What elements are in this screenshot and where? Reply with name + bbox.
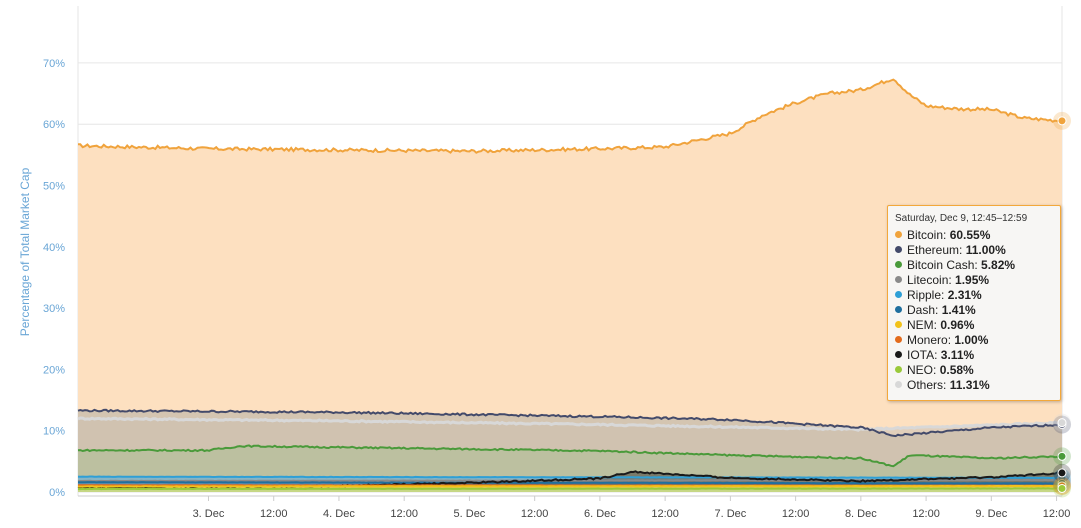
y-tick-label: 10% xyxy=(43,426,65,438)
hover-point-others[interactable] xyxy=(1057,418,1067,428)
tooltip-series-name: Bitcoin Cash xyxy=(907,258,975,272)
y-tick-label: 60% xyxy=(43,119,65,131)
tooltip-series-value: 3.11% xyxy=(940,348,975,362)
legend-dot-icon xyxy=(895,246,902,253)
tooltip-series-value: 11.31% xyxy=(949,378,990,392)
tooltip-series-name: Others xyxy=(907,378,944,392)
tooltip-row-bitcoin: Bitcoin: 60.55% xyxy=(895,228,1054,243)
tooltip-series-value: 1.41% xyxy=(941,303,976,317)
tooltip-series-name: IOTA xyxy=(907,348,935,362)
x-tick-label: 8. Dec xyxy=(845,508,877,520)
hover-point-iota[interactable] xyxy=(1057,468,1067,478)
legend-dot-icon xyxy=(895,336,902,343)
tooltip-series-value: 60.55% xyxy=(949,228,991,242)
tooltip-series-name: NEO xyxy=(907,363,934,377)
y-tick-label: 30% xyxy=(43,303,65,315)
tooltip-series-value: 1.00% xyxy=(954,333,989,347)
hover-markers xyxy=(1053,111,1071,498)
tooltip-series-value: 11.00% xyxy=(965,243,1006,257)
tooltip: Saturday, Dec 9, 12:45–12:59 Bitcoin: 60… xyxy=(887,205,1061,401)
x-tick-label: 12:00 xyxy=(390,508,418,520)
x-tick-label: 5. Dec xyxy=(454,508,486,520)
tooltip-row-neo: NEO: 0.58% xyxy=(895,363,1054,378)
tooltip-series-name: Ripple xyxy=(907,288,942,302)
x-tick-label: 9. Dec xyxy=(975,508,1007,520)
series-lines xyxy=(77,78,1063,491)
x-tick-label: 7. Dec xyxy=(714,508,746,520)
tooltip-title: Saturday, Dec 9, 12:45–12:59 xyxy=(895,213,1028,224)
legend-dot-icon xyxy=(895,381,902,388)
x-tick-label: 12:00 xyxy=(521,508,549,520)
x-axis-ticks: 3. Dec 12:00 4. Dec 12:00 5. Dec 12:00 6. Dec 1… xyxy=(78,495,1071,520)
tooltip-row-iota: IOTA: 3.11% xyxy=(895,348,1054,363)
legend-dot-icon xyxy=(895,321,902,328)
legend-dot-icon xyxy=(895,261,902,268)
hover-point-bitcoin-cash[interactable] xyxy=(1057,451,1067,461)
tooltip-series-value: 0.58% xyxy=(939,363,974,377)
legend-dot-icon xyxy=(895,276,902,283)
y-tick-label: 20% xyxy=(43,364,65,376)
series-line-others[interactable] xyxy=(77,416,1063,432)
legend-dot-icon xyxy=(895,291,902,298)
y-tick-label: 40% xyxy=(43,242,65,254)
tooltip-series-name: Ethereum xyxy=(907,243,960,257)
series-line-ethereum[interactable] xyxy=(77,408,1063,438)
legend-dot-icon xyxy=(895,351,902,358)
series-area-bitcoin xyxy=(78,79,1062,492)
tooltip-row-others: Others: 11.31% xyxy=(895,378,1054,393)
tooltip-series-value: 0.96% xyxy=(940,318,975,332)
x-tick-label: 3. Dec xyxy=(193,508,225,520)
series-line-bitcoin-cash[interactable] xyxy=(77,444,1063,468)
series-line-nem[interactable] xyxy=(78,484,1063,488)
legend-dot-icon xyxy=(895,366,902,373)
tooltip-series-value: 5.82% xyxy=(981,258,1016,272)
tooltip-row-litecoin: Litecoin: 1.95% xyxy=(895,273,1054,288)
x-tick-label: 6. Dec xyxy=(584,508,616,520)
x-tick-label: 12:00 xyxy=(651,508,679,520)
x-tick-label: 12:00 xyxy=(260,508,288,520)
series-line-dash[interactable] xyxy=(77,481,1063,485)
tooltip-row-ripple: Ripple: 2.31% xyxy=(895,288,1054,303)
tooltip-series-name: Dash xyxy=(907,303,936,317)
legend-dot-icon xyxy=(895,231,902,238)
tooltip-series-value: 1.95% xyxy=(955,273,990,287)
y-axis-label: Percentage of Total Market Cap xyxy=(18,167,32,336)
y-tick-label: 50% xyxy=(43,181,65,193)
y-tick-label: 70% xyxy=(43,58,65,70)
x-tick-label: 12:00 xyxy=(912,508,940,520)
series-line-bitcoin[interactable] xyxy=(78,78,1063,154)
tooltip-row-monero: Monero: 1.00% xyxy=(895,333,1054,348)
series-line-ripple[interactable] xyxy=(77,475,1063,480)
y-axis-ticks: 0% 10% 20% 30% 40% 50% 60% 70% xyxy=(43,58,65,499)
tooltip-row-nem: NEM: 0.96% xyxy=(895,318,1054,333)
hover-point-neo[interactable] xyxy=(1057,483,1067,493)
tooltip-row-ethereum: Ethereum: 11.00% xyxy=(895,243,1054,258)
x-tick-label: 12:00 xyxy=(782,508,810,520)
tooltip-series-name: Litecoin xyxy=(907,273,949,287)
tooltip-row-dash: Dash: 1.41% xyxy=(895,303,1054,318)
x-tick-label: 4. Dec xyxy=(323,508,355,520)
x-tick-label: 12:00 xyxy=(1043,508,1071,520)
tooltip-rows: Bitcoin: 60.55% Ethereum: 11.00% Bitcoin C… xyxy=(895,228,1054,393)
tooltip-series-value: 2.31% xyxy=(947,288,982,302)
tooltip-series-name: Monero xyxy=(907,333,948,347)
tooltip-series-name: NEM xyxy=(907,318,934,332)
series-line-neo[interactable] xyxy=(77,487,1063,491)
y-tick-label: 0% xyxy=(49,487,65,499)
tooltip-series-name: Bitcoin xyxy=(907,228,944,242)
tooltip-row-bitcoin-cash: Bitcoin Cash: 5.82% xyxy=(895,258,1054,273)
hover-point-bitcoin[interactable] xyxy=(1057,116,1067,126)
legend-dot-icon xyxy=(895,306,902,313)
